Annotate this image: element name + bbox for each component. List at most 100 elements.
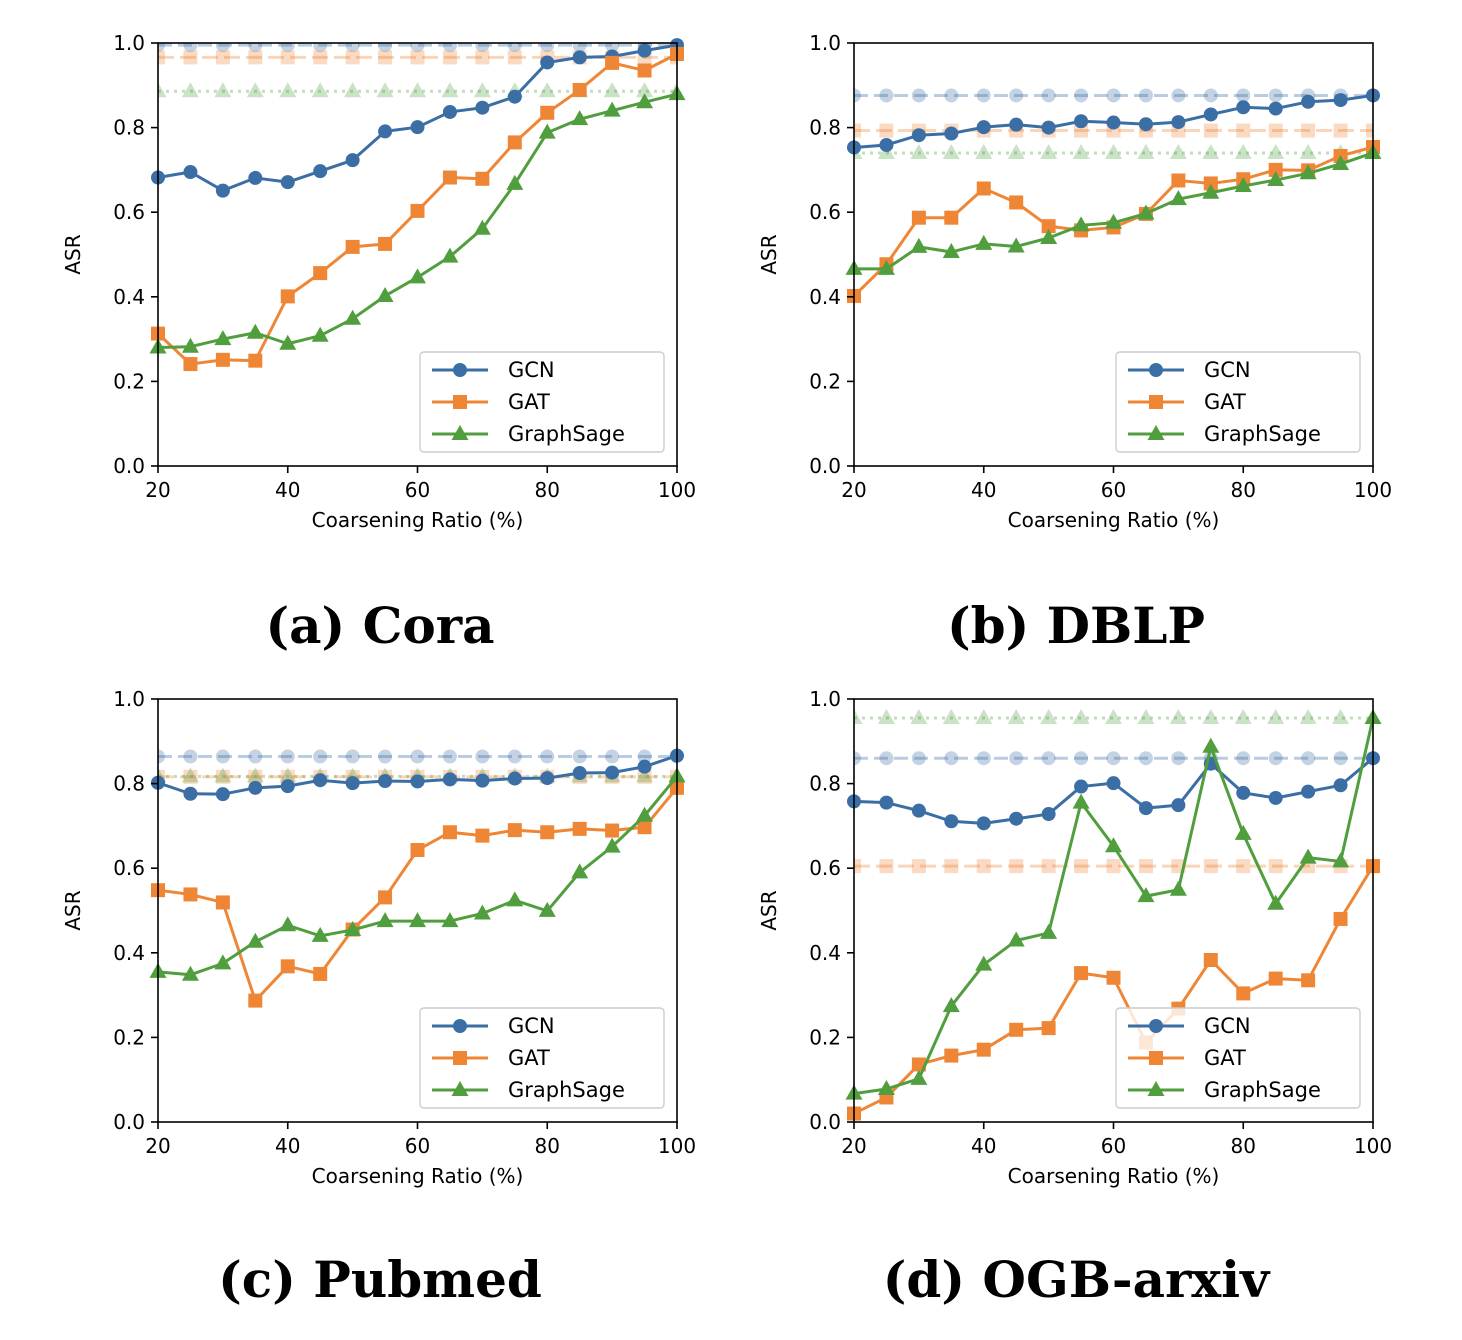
- baseline-marker: [507, 43, 522, 53]
- y-axis-label: ASR: [61, 234, 85, 274]
- data-point-graphsage: [376, 286, 394, 302]
- baseline-marker: [378, 50, 393, 65]
- baseline-marker: [603, 82, 621, 98]
- data-point-graphsage: [1040, 229, 1058, 245]
- baseline-marker: [911, 751, 926, 766]
- data-point-graphsage: [571, 863, 589, 879]
- x-tick-label: 40: [275, 1134, 300, 1158]
- y-tick-label: 0.0: [809, 1110, 841, 1134]
- baseline-marker: [879, 88, 894, 103]
- series-layer: [149, 38, 686, 372]
- baseline-marker: [345, 43, 360, 53]
- legend-label: GAT: [1204, 390, 1246, 414]
- x-tick-label: 80: [535, 1134, 560, 1158]
- y-tick-label: 0.2: [809, 1025, 841, 1049]
- panel-caption-d: (d) OGB-arxiv: [882, 1250, 1270, 1309]
- x-tick-label: 60: [405, 478, 430, 502]
- data-point-gat: [976, 1042, 991, 1057]
- data-point-graphsage: [279, 334, 297, 350]
- baseline-marker: [183, 749, 198, 764]
- data-point-gat: [378, 890, 393, 905]
- baseline-marker: [636, 767, 654, 783]
- baseline-marker: [944, 751, 959, 766]
- baseline-marker: [1007, 709, 1025, 725]
- x-axis-label: Coarsening Ratio (%): [1008, 508, 1220, 532]
- baseline-marker: [246, 767, 264, 783]
- data-point-graphsage: [311, 326, 329, 342]
- x-tick-label: 60: [1101, 478, 1126, 502]
- data-point-graphsage: [1299, 848, 1317, 864]
- legend-box: [1115, 1007, 1361, 1109]
- baseline-marker: [1074, 751, 1089, 766]
- baseline-marker: [1137, 709, 1155, 725]
- baseline-marker: [1009, 88, 1024, 103]
- baseline-marker: [1105, 143, 1122, 159]
- data-point-graphsage: [1105, 837, 1122, 853]
- baseline-marker: [605, 43, 620, 53]
- baseline-marker: [1333, 751, 1348, 766]
- data-point-graphsage: [910, 1069, 928, 1085]
- legend-marker: [1147, 425, 1165, 440]
- baseline-marker: [1138, 88, 1153, 103]
- baseline-marker: [854, 88, 861, 103]
- baseline-marker: [475, 749, 490, 764]
- baseline-marker: [1106, 859, 1121, 874]
- baseline-marker: [376, 82, 394, 98]
- baseline-layer: [854, 88, 1373, 159]
- baseline-marker: [1301, 123, 1316, 138]
- y-tick-label: 1.0: [113, 687, 145, 711]
- data-point-gat: [1041, 1021, 1056, 1036]
- data-point-graphsage: [279, 916, 297, 932]
- y-tick-label: 1.0: [113, 31, 145, 55]
- baseline-marker: [976, 88, 991, 103]
- legend-label: GraphSage: [1204, 1078, 1321, 1102]
- y-tick-label: 0.4: [113, 285, 145, 309]
- baseline-marker: [344, 82, 362, 98]
- data-point-gcn: [378, 124, 393, 139]
- baseline-marker: [572, 43, 587, 53]
- baseline-marker: [1106, 751, 1121, 766]
- data-point-graphsage: [1072, 216, 1090, 232]
- data-point-gcn: [911, 128, 926, 143]
- data-point-gcn: [1268, 101, 1283, 116]
- baseline-marker: [248, 769, 263, 784]
- baseline-marker: [181, 82, 199, 98]
- data-point-gcn: [1171, 115, 1186, 130]
- series-layer: [845, 88, 1382, 303]
- x-tick-label: 100: [1354, 1134, 1392, 1158]
- baseline-marker: [910, 709, 928, 725]
- data-point-gcn: [637, 43, 652, 58]
- data-point-graphsage: [1234, 824, 1252, 840]
- data-point-gat: [1074, 966, 1089, 981]
- data-point-gcn: [183, 786, 198, 801]
- data-point-gat: [410, 203, 425, 218]
- legend-marker: [1149, 395, 1163, 409]
- legend-label: GraphSage: [508, 1078, 625, 1102]
- data-point-gcn: [345, 153, 360, 168]
- data-point-gat: [1171, 173, 1186, 188]
- data-point-graphsage: [214, 330, 232, 346]
- data-point-graphsage: [1040, 923, 1058, 939]
- legend-label: GraphSage: [1204, 422, 1321, 446]
- data-point-gcn: [1074, 114, 1089, 129]
- y-axis-label: ASR: [757, 234, 781, 274]
- y-tick-label: 0.4: [113, 941, 145, 965]
- data-point-gat: [475, 828, 490, 843]
- baseline-marker: [1171, 88, 1186, 103]
- data-point-gcn: [1009, 117, 1024, 132]
- data-point-gcn: [410, 774, 425, 789]
- y-tick-label: 0.6: [113, 856, 145, 880]
- legend-marker: [1147, 1081, 1165, 1096]
- baseline-marker: [1267, 709, 1285, 725]
- x-axis-label: Coarsening Ratio (%): [312, 508, 524, 532]
- y-tick-label: 0.2: [809, 369, 841, 393]
- y-tick-label: 0.0: [113, 1110, 145, 1134]
- data-point-gcn: [183, 165, 198, 180]
- legend-marker: [1149, 1051, 1163, 1065]
- baseline-marker: [313, 50, 328, 65]
- baseline-marker: [1203, 88, 1218, 103]
- baseline-marker: [944, 859, 959, 874]
- baseline-marker: [313, 749, 328, 764]
- data-point-gat: [572, 82, 587, 97]
- baseline-marker: [1074, 859, 1089, 874]
